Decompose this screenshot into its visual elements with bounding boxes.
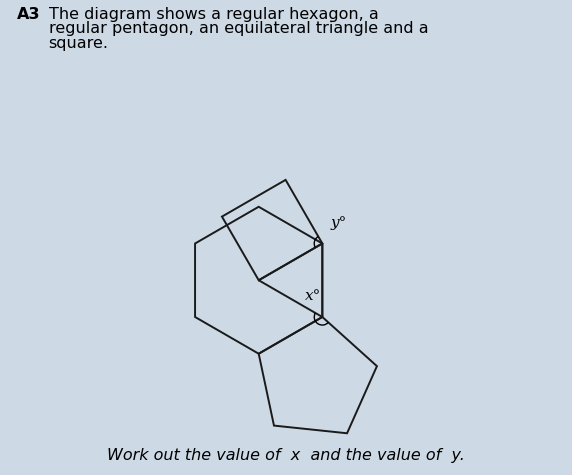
Text: square.: square. xyxy=(49,36,109,51)
Text: y°: y° xyxy=(331,216,347,229)
Text: A3: A3 xyxy=(17,7,41,22)
Text: The diagram shows a regular hexagon, a: The diagram shows a regular hexagon, a xyxy=(49,7,378,22)
Text: Work out the value of  x  and the value of  y.: Work out the value of x and the value of… xyxy=(107,448,465,463)
Text: regular pentagon, an equilateral triangle and a: regular pentagon, an equilateral triangl… xyxy=(49,21,428,37)
Text: x°: x° xyxy=(305,289,321,303)
